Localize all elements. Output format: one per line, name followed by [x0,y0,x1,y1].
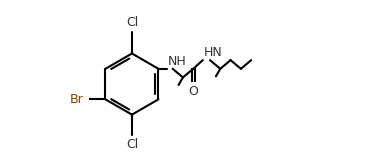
Text: Cl: Cl [126,16,138,29]
Text: HN: HN [204,46,222,59]
Text: Br: Br [69,93,83,106]
Text: Cl: Cl [126,138,138,151]
Text: NH: NH [167,55,186,68]
Text: O: O [188,85,198,98]
